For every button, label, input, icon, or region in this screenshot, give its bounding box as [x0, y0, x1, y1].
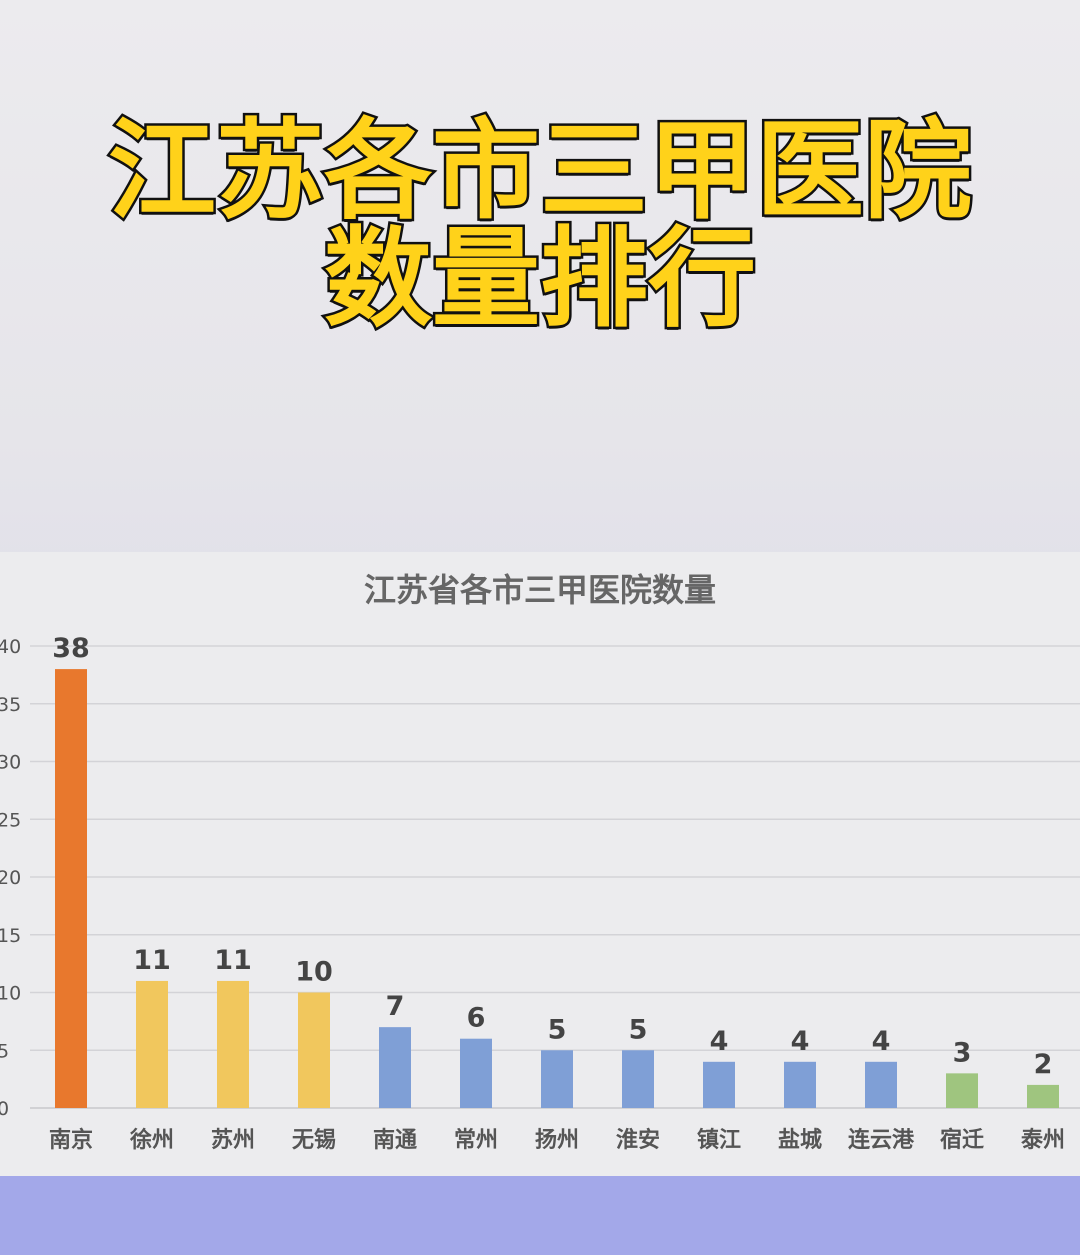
x-tick-label: 扬州 [535, 1128, 579, 1153]
bar [460, 1038, 492, 1108]
data-label: 6 [467, 1003, 486, 1034]
data-label: 11 [133, 945, 171, 976]
x-tick-label: 常州 [454, 1127, 498, 1153]
bar [217, 980, 249, 1108]
x-tick-label: 镇江 [697, 1128, 741, 1153]
x-tick-label: 盐城 [778, 1127, 822, 1153]
data-label: 4 [710, 1026, 729, 1057]
bar [865, 1061, 897, 1108]
x-tick-label: 南通 [373, 1128, 417, 1153]
y-tick-label: 5 [0, 1040, 9, 1062]
x-tick-label: 连云港 [848, 1127, 915, 1153]
y-tick-label: 25 [0, 809, 21, 831]
y-tick-label: 40 [0, 636, 21, 658]
bar [136, 980, 168, 1108]
chart-panel [0, 552, 1080, 1176]
y-tick-label: 10 [0, 983, 21, 1005]
data-label: 2 [1034, 1049, 1053, 1080]
data-label: 7 [386, 991, 405, 1022]
data-label: 4 [872, 1026, 891, 1057]
x-tick-label: 徐州 [129, 1127, 174, 1153]
y-tick-label: 0 [0, 1098, 9, 1120]
bar [1027, 1084, 1059, 1108]
y-tick-label: 35 [0, 694, 21, 716]
data-label: 5 [629, 1014, 648, 1045]
y-tick-label: 15 [0, 925, 21, 947]
bar [946, 1073, 978, 1108]
data-label: 10 [295, 957, 333, 988]
x-tick-label: 宿迁 [940, 1127, 984, 1153]
x-tick-label: 泰州 [1020, 1128, 1065, 1153]
x-tick-label: 南京 [49, 1127, 93, 1153]
x-tick-label: 苏州 [211, 1127, 255, 1153]
headline-line-1: 江苏各市三甲医院 [105, 109, 974, 234]
data-label: 11 [214, 945, 252, 976]
headline-line-2: 数量排行 [321, 217, 758, 342]
data-label: 3 [953, 1037, 972, 1068]
bottom-band [0, 1176, 1080, 1255]
bar [784, 1061, 816, 1108]
bar [55, 669, 87, 1108]
bar [379, 1027, 411, 1108]
data-label: 38 [52, 633, 90, 664]
data-label: 5 [548, 1014, 567, 1045]
bar [541, 1050, 573, 1108]
y-tick-label: 20 [0, 867, 21, 889]
y-tick-label: 30 [0, 752, 21, 774]
data-label: 4 [791, 1026, 810, 1057]
bar [622, 1050, 654, 1108]
x-tick-label: 淮安 [616, 1127, 660, 1153]
x-tick-label: 无锡 [292, 1128, 336, 1153]
bar [703, 1061, 735, 1108]
chart-title: 江苏省各市三甲医院数量 [363, 571, 716, 609]
bar [298, 992, 330, 1108]
